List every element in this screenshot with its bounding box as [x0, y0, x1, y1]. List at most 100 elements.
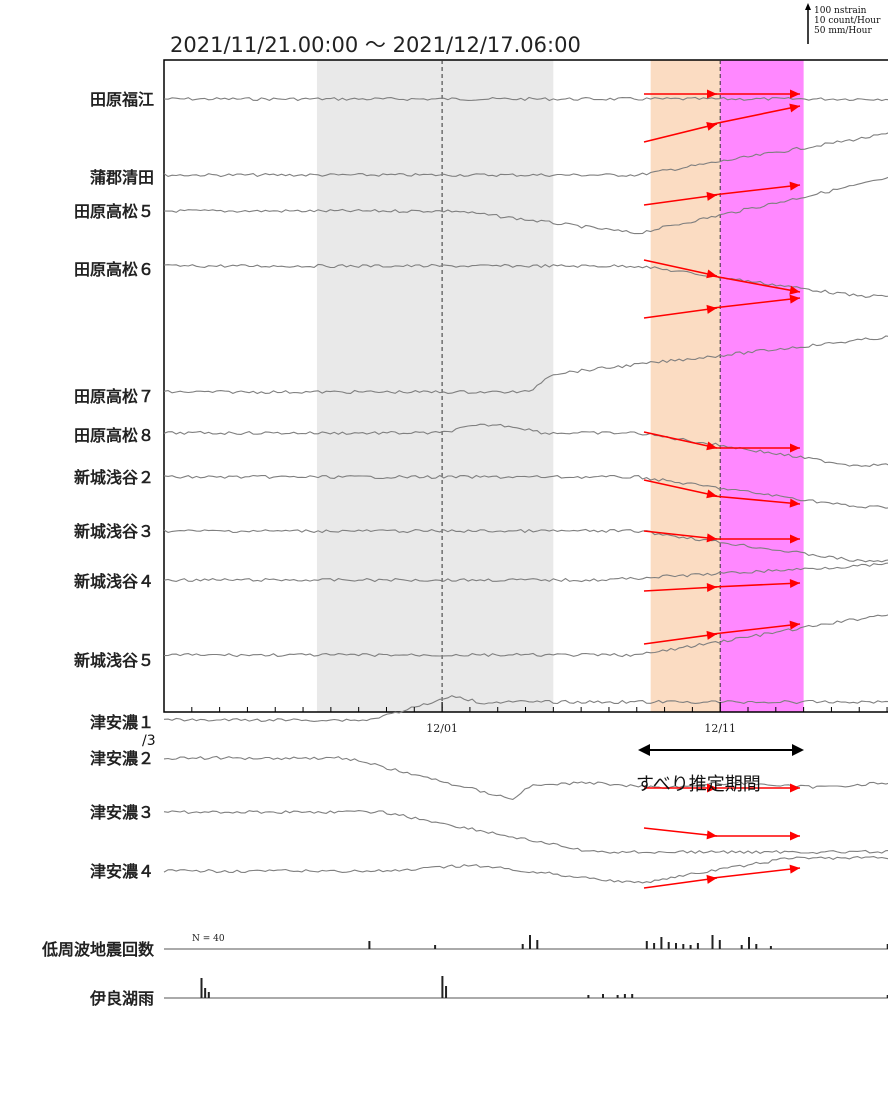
trace-line [163, 423, 888, 467]
slip-arrow-head [706, 191, 717, 201]
station-label: 津安濃４ [90, 862, 154, 881]
slip-arrow-head [790, 443, 800, 453]
trace-line [163, 263, 888, 298]
quake-count-bar [748, 937, 750, 949]
quake-count-bar [660, 937, 663, 949]
period-title: 2021/11/21.00:00 〜 2021/12/17.06:00 [170, 33, 581, 57]
slip-arrow [643, 123, 718, 143]
slip-arrow [643, 431, 718, 449]
slip-arrow [643, 479, 718, 497]
slip-arrow [712, 495, 801, 505]
rain-bar [207, 992, 210, 998]
station-label: 津安濃２ [90, 749, 154, 768]
slip-arrow [712, 582, 801, 588]
slip-arrow-head [706, 583, 717, 593]
slip-arrow [712, 623, 801, 635]
slip-arrow-head [707, 89, 717, 99]
x-tick-label: 12/01 [426, 722, 458, 735]
rain-bar [204, 988, 207, 998]
traces [163, 96, 888, 884]
station-label: 津安濃１ [90, 713, 154, 732]
trace-line [163, 474, 888, 509]
trace-line [163, 614, 888, 658]
slip-arrow-head [789, 864, 800, 874]
slip-arrow-head [789, 285, 800, 295]
slip-arrow [712, 275, 801, 293]
slip-arrow-head [706, 533, 717, 543]
quake-count-bar [696, 943, 699, 949]
slip-arrow [643, 194, 718, 206]
slip-arrow [712, 184, 801, 196]
rain-bar [886, 995, 888, 998]
trace-line [163, 132, 888, 178]
quake-count-bar [689, 945, 692, 949]
quake-count-bar [769, 946, 772, 949]
station-label: 新城浅谷２ [74, 468, 154, 487]
station-label: 新城浅谷４ [74, 572, 154, 591]
slip-arrow [643, 827, 718, 837]
rain-bar [441, 976, 444, 998]
station-label: 津安濃３ [90, 803, 154, 822]
slip-arrow-right-head [792, 744, 804, 756]
slip-arrow-head [789, 294, 800, 304]
quake-count-bar [740, 945, 743, 949]
slip-arrow [643, 307, 718, 319]
slip-arrow-head [789, 578, 800, 588]
quake-count-bar [667, 942, 670, 949]
quake-count-bar [521, 944, 524, 949]
station-label: 田原高松５ [74, 202, 154, 221]
slip-arrow-head [707, 783, 717, 793]
band-magenta [720, 60, 804, 712]
slip-period-indicator: すべり推定期間 [636, 744, 804, 795]
slip-arrow-head [789, 181, 800, 191]
quake-count-bar [529, 935, 531, 949]
red-arrows [643, 89, 801, 889]
quake-count-bar [886, 944, 888, 949]
trace-line [163, 335, 888, 395]
station-label: 田原高松８ [74, 426, 154, 445]
slip-arrow-head [789, 620, 800, 630]
slip-arrow-left-head [638, 744, 650, 756]
rain-bar [445, 986, 448, 998]
count-bars: N = 40 [164, 934, 888, 999]
station-label: 新城浅谷５ [74, 651, 154, 670]
rain-bar [602, 994, 604, 998]
plot-frame [163, 59, 888, 713]
trace-line [163, 528, 888, 563]
station-label: 田原高松７ [74, 387, 154, 406]
rain-bar [200, 978, 203, 998]
rain-bar [616, 995, 619, 998]
slip-arrow [712, 297, 801, 309]
quake-count-bar [536, 940, 539, 949]
band-orange [650, 60, 721, 712]
rain-bar [587, 995, 590, 998]
station-label: 田原高松６ [74, 260, 154, 279]
slip-arrow-head [789, 103, 800, 113]
slip-arrow-head [790, 831, 800, 841]
rain-bar [631, 994, 634, 998]
dashed-markers [441, 60, 721, 712]
slip-period-label: すべり推定期間 [636, 774, 761, 795]
trace-line [163, 695, 888, 722]
quake-count-bar [368, 941, 371, 949]
slip-arrow-head [790, 89, 800, 99]
scale-line-rain: 50 mm/Hour [814, 26, 872, 36]
highlight-bands [316, 60, 804, 712]
quake-count-bar [718, 940, 721, 949]
slip-arrow-head [706, 874, 717, 884]
scale-arrow-head [805, 3, 811, 10]
quake-count-bar [653, 943, 656, 949]
quake-count-bar [711, 935, 714, 949]
slip-arrow-head [789, 498, 800, 508]
station-label: 低周波地震回数 [41, 940, 155, 959]
stray-mark: /3 [142, 733, 156, 749]
n-count-label: N = 40 [192, 934, 225, 944]
slip-arrow [643, 633, 718, 645]
trace-line [163, 96, 888, 102]
x-tick-label: 12/11 [704, 722, 736, 735]
trace-line [163, 176, 888, 235]
scale-line-count: 10 count/Hour [814, 16, 881, 26]
slip-arrow [643, 586, 718, 592]
